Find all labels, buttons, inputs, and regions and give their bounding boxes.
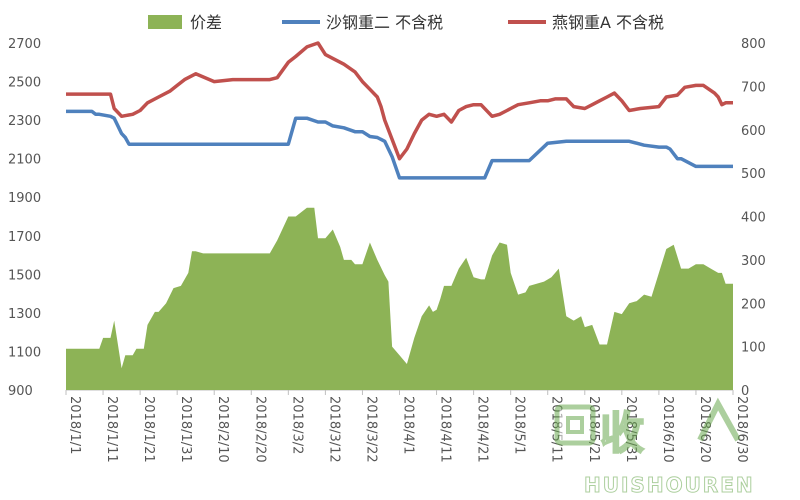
left-axis-tick-label: 1100 <box>8 345 41 360</box>
legend-label-shagang: 沙钢重二 不含税 <box>326 13 443 32</box>
x-axis-tick-label: 2018/4/11 <box>438 396 453 463</box>
x-axis-tick-label: 2018/6/30 <box>734 396 749 463</box>
right-axis-tick-label: 700 <box>741 80 766 95</box>
legend-label-yangang: 燕钢重A 不含税 <box>552 13 664 32</box>
left-axis-tick-label: 1500 <box>8 268 41 283</box>
series-line-yangang <box>66 41 733 161</box>
x-axis-tick-label: 2018/4/1 <box>401 396 416 454</box>
x-axis-tick-label: 2018/1/1 <box>67 396 82 454</box>
svg-text:收: 收 <box>600 408 644 459</box>
x-axis-tick-label: 2018/5/1 <box>512 396 527 454</box>
x-axis-tick-label: 2018/3/22 <box>363 396 378 463</box>
legend-label-spread: 价差 <box>190 13 222 32</box>
svg-text:HUISHOUREN: HUISHOUREN <box>584 473 755 497</box>
right-axis-tick-label: 100 <box>741 341 766 356</box>
left-axis-tick-label: 900 <box>8 384 33 399</box>
left-axis-tick-label: 2500 <box>8 76 41 91</box>
x-axis-tick-label: 2018/6/10 <box>660 396 675 463</box>
legend-swatch-yangang <box>508 20 546 24</box>
x-axis-tick-label: 2018/1/21 <box>141 396 156 463</box>
x-axis-tick-label: 2018/2/20 <box>252 396 267 463</box>
x-axis-tick-label: 2018/1/11 <box>104 396 119 463</box>
x-axis-tick-label: 2018/1/31 <box>178 396 193 463</box>
axes: 900 1100 1300 1500 1700 1900 2100 2300 2500 2700 0… <box>8 37 766 463</box>
right-axis-tick-label: 0 <box>741 384 749 399</box>
left-axis-tick-label: 1700 <box>8 230 41 245</box>
legend-swatch-shagang <box>282 20 320 24</box>
left-axis-tick-label: 2700 <box>8 37 41 52</box>
right-axis-tick-label: 200 <box>741 297 766 312</box>
x-axis-tick-label: 2018/3/2 <box>289 396 304 454</box>
series-area-spread <box>66 207 733 390</box>
plot-area <box>66 41 733 390</box>
x-axis-tick-label: 2018/2/10 <box>215 396 230 463</box>
right-axis-tick-label: 300 <box>741 254 766 269</box>
right-axis-tick-label: 500 <box>741 167 766 182</box>
right-axis-tick-label: 400 <box>741 211 766 226</box>
huishouren-watermark-logo: 收 HUISHOUREN <box>554 397 755 498</box>
x-axis-tick-label: 2018/3/12 <box>326 396 341 463</box>
x-axis-tick-label: 2018/4/21 <box>475 396 490 463</box>
x-axis-tick-label: 2018/5/31 <box>623 396 638 463</box>
left-axis-tick-label: 1900 <box>8 191 41 206</box>
right-axis-tick-label: 800 <box>741 37 766 52</box>
legend: 价差 沙钢重二 不含税 燕钢重A 不含税 <box>148 13 664 32</box>
left-axis-tick-label: 2300 <box>8 114 41 129</box>
left-axis-tick-label: 2100 <box>8 153 41 168</box>
right-axis-tick-label: 600 <box>741 124 766 139</box>
left-axis-tick-label: 1300 <box>8 307 41 322</box>
series-line-shagang <box>66 109 733 180</box>
legend-swatch-spread <box>148 15 182 29</box>
